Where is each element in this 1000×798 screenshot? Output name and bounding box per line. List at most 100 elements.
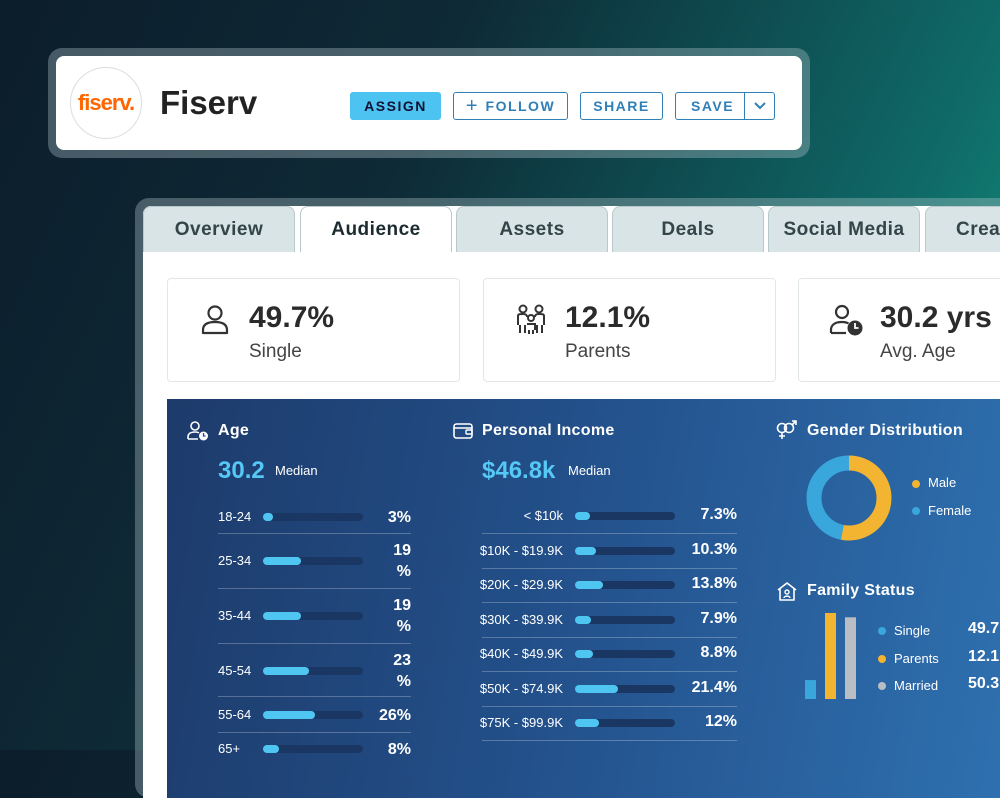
income-row-label: $10K - $19.9K <box>479 542 563 558</box>
family-legend-value: 12.1 <box>968 648 1000 665</box>
age-row-track <box>263 745 363 753</box>
income-row-track <box>575 719 675 727</box>
age-row-bar <box>263 513 273 521</box>
income-row-track <box>575 615 675 624</box>
age-row-label: 45-54 <box>218 663 252 678</box>
stat-value: 49.7% <box>249 301 335 334</box>
age-row-label: 25-34 <box>218 553 252 568</box>
income-row-value: 10.3% <box>691 540 737 558</box>
age-row-track <box>263 711 363 719</box>
company-name: Fiserv <box>160 84 258 121</box>
person-clock-icon <box>187 421 208 441</box>
company-logo: fiserv. <box>70 67 142 139</box>
female-legend-dot <box>912 507 920 515</box>
age-row-track <box>263 667 363 675</box>
row-divider <box>218 732 411 733</box>
age-row-value: 19 % <box>393 597 411 635</box>
income-row-bar <box>575 512 590 520</box>
company-header-frame: fiserv. Fiserv ASSIGN + FOLLOW SHARE SAV… <box>48 48 810 158</box>
follow-button[interactable]: + FOLLOW <box>453 92 568 120</box>
family-legend-value: 49.7 <box>968 620 1000 637</box>
age-median-label: Median <box>275 463 318 478</box>
tab-assets[interactable]: Assets <box>456 206 608 252</box>
stat-value: 30.2 yrs <box>880 301 992 334</box>
tab-social-media[interactable]: Social Media <box>768 206 920 252</box>
tab-audience[interactable]: Audience <box>300 206 452 252</box>
income-row-label: $50K - $74.9K <box>479 680 563 696</box>
save-label: SAVE <box>691 98 735 114</box>
home-icon <box>777 582 797 601</box>
age-row-bar <box>263 711 315 719</box>
audience-panel-frame: Overview Audience Assets Deals Social Me… <box>135 198 1000 798</box>
stat-label: Parents <box>565 341 631 362</box>
age-row-track <box>263 612 363 620</box>
person-clock-icon <box>829 304 863 336</box>
age-section-title: Age <box>218 422 250 439</box>
save-button[interactable]: SAVE <box>675 92 775 120</box>
income-row-label: $30K - $39.9K <box>479 611 563 627</box>
family-legend-value: 50.3 <box>968 675 1000 692</box>
age-row-value: 26% <box>378 707 411 724</box>
company-header: fiserv. Fiserv ASSIGN + FOLLOW SHARE SAV… <box>56 56 802 150</box>
tab-deals[interactable]: Deals <box>612 206 764 252</box>
tab-overview[interactable]: Overview <box>143 206 295 252</box>
row-divider <box>218 533 411 534</box>
income-row-track <box>575 581 675 589</box>
stat-card-single: 49.7% Single <box>167 278 460 382</box>
row-divider <box>218 588 411 589</box>
plus-icon: + <box>465 94 478 117</box>
income-row-value: 7.9% <box>700 609 737 627</box>
audience-panel: Overview Audience Assets Deals Social Me… <box>143 206 1000 798</box>
row-divider <box>218 643 411 644</box>
income-row-value: 8.8% <box>700 644 737 661</box>
income-median-label: Median <box>568 463 611 478</box>
family-legend-label: Parents <box>894 651 939 666</box>
row-divider <box>482 740 737 741</box>
gender-donut-chart <box>806 455 892 541</box>
family-legend-dot <box>878 682 886 690</box>
row-divider <box>482 567 737 569</box>
income-row-bar <box>575 581 603 589</box>
stat-label: Avg. Age <box>880 341 956 362</box>
family-legend-label: Married <box>894 678 939 693</box>
family-icon <box>517 304 545 334</box>
age-row-value: 19 % <box>393 542 411 580</box>
income-row-label: $75K - $99.9K <box>479 715 563 730</box>
income-row-label: < $10k <box>523 508 563 523</box>
row-divider <box>482 705 737 707</box>
family-section-title: Family Status <box>807 582 915 599</box>
income-row-track <box>575 684 675 693</box>
logo-text: fiserv. <box>77 90 135 115</box>
follow-label: FOLLOW <box>485 98 556 114</box>
row-divider <box>482 602 737 603</box>
age-row-bar <box>263 612 301 620</box>
chevron-down-icon <box>753 102 766 110</box>
income-row-track <box>575 546 675 555</box>
income-row-track <box>575 512 675 520</box>
female-slice <box>806 455 892 541</box>
income-row-track <box>575 650 675 658</box>
income-row-bar <box>575 684 618 693</box>
stat-card-parents: 12.1% Parents <box>483 278 776 382</box>
tab-bar: Overview Audience Assets Deals Social Me… <box>143 206 1000 252</box>
income-row-value: 7.3% <box>700 506 737 523</box>
row-divider <box>218 696 411 697</box>
income-median-value: $46.8k <box>482 457 556 484</box>
stat-label: Single <box>249 341 302 362</box>
tab-creative[interactable]: Crea <box>925 206 1000 252</box>
family-legend-dot <box>878 627 886 635</box>
income-row-label: $40K - $49.9K <box>479 646 563 661</box>
family-bar-single <box>805 680 816 699</box>
row-divider <box>482 671 737 672</box>
female-legend-label: Female <box>928 503 972 518</box>
age-median-value: 30.2 <box>218 457 265 484</box>
share-button[interactable]: SHARE <box>580 92 663 120</box>
assign-button[interactable]: ASSIGN <box>350 92 441 120</box>
person-icon <box>201 305 229 335</box>
income-section-title: Personal Income <box>482 422 615 439</box>
save-options-button[interactable] <box>744 93 774 119</box>
income-row-bar <box>575 650 593 658</box>
income-row-label: $20K - $29.9K <box>479 577 563 592</box>
age-row-bar <box>263 667 309 675</box>
row-divider <box>482 533 737 534</box>
